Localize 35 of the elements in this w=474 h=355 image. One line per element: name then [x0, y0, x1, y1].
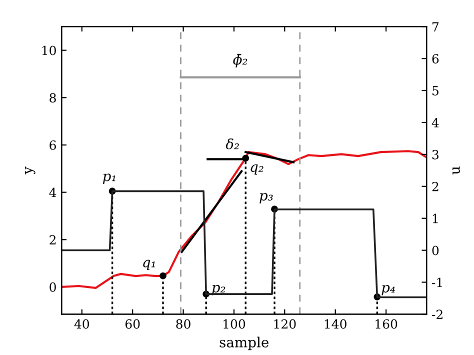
y2-tick-label: 6 [432, 54, 439, 64]
y2-tick-label: 7 [432, 22, 439, 32]
annotation: p₃ [260, 193, 273, 204]
annotation: ϕ̄₂ [233, 54, 248, 68]
y-tick-label: 4 [49, 188, 56, 198]
y-tick-label: 6 [50, 140, 56, 150]
y2-tick-label: -1 [432, 278, 442, 287]
annotation: p₄ [382, 284, 395, 296]
y-tick-label: 8 [50, 93, 56, 103]
y-tick-label: 10 [42, 46, 56, 56]
y2-axis-title: u [452, 166, 460, 174]
x-tick-label: 140 [324, 319, 346, 329]
x-tick-label: 120 [274, 319, 296, 329]
annotation: p₁ [102, 174, 116, 184]
x-tick-label: 160 [376, 319, 398, 329]
y-tick-label: 0 [50, 282, 56, 292]
y-tick-label: 2 [50, 235, 56, 244]
x-tick-label: 40 [74, 319, 90, 329]
y2-tick-label: 2 [432, 182, 438, 192]
x-tick-label: 80 [176, 319, 190, 329]
annotation: δ₂ [226, 138, 239, 150]
annotation: q₂ [250, 164, 264, 175]
x-axis-title: sample [220, 336, 268, 350]
y2-tick-label: -2 [432, 310, 442, 319]
y2-tick-label: 1 [432, 214, 438, 224]
y2-tick-label: 4 [432, 118, 439, 128]
y2-tick-label: 0 [432, 246, 439, 256]
y2-tick-label: 3 [432, 150, 438, 160]
y2-tick-label: 5 [432, 86, 438, 96]
x-tick-label: 100 [224, 319, 246, 329]
point [242, 154, 250, 162]
annotation: q₁ [143, 260, 155, 270]
x-tick-label: 60 [125, 319, 140, 329]
point [160, 272, 166, 280]
y-axis-title: y [25, 166, 36, 174]
